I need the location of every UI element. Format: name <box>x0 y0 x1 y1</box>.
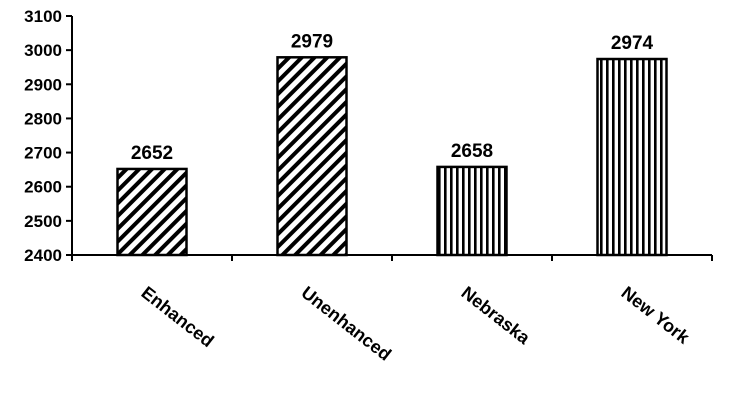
x-tick-label: Unenhanced <box>298 282 395 364</box>
data-label: 2974 <box>611 33 654 54</box>
bar-enhanced <box>116 167 188 257</box>
bar-new-york <box>596 57 668 257</box>
data-label: 2658 <box>451 141 493 162</box>
x-tick-label: Nebraska <box>458 282 535 348</box>
y-axis: 2400 2500 2600 2700 2800 2900 3000 3100 <box>24 7 73 265</box>
y-tick-label: 3000 <box>24 41 62 60</box>
y-tick-label: 2700 <box>24 144 62 163</box>
data-label: 2652 <box>131 143 173 164</box>
bar-unenhanced <box>276 56 348 257</box>
y-tick-label: 2500 <box>24 212 62 231</box>
data-label: 2979 <box>291 31 333 52</box>
y-tick-label: 2400 <box>24 246 62 265</box>
bar-nebraska <box>436 165 508 257</box>
y-tick-label: 2600 <box>24 178 62 197</box>
y-tick-label: 3100 <box>24 7 62 26</box>
y-tick-label: 2800 <box>24 109 62 128</box>
category-labels: Enhanced Unenhanced Nebraska New York <box>138 282 694 364</box>
bar-series <box>116 56 668 257</box>
data-labels: 2652 2979 2658 2974 <box>131 31 654 164</box>
x-tick-label: Enhanced <box>138 282 218 351</box>
y-tick-label: 2900 <box>24 75 62 94</box>
x-tick-label: New York <box>618 282 694 348</box>
